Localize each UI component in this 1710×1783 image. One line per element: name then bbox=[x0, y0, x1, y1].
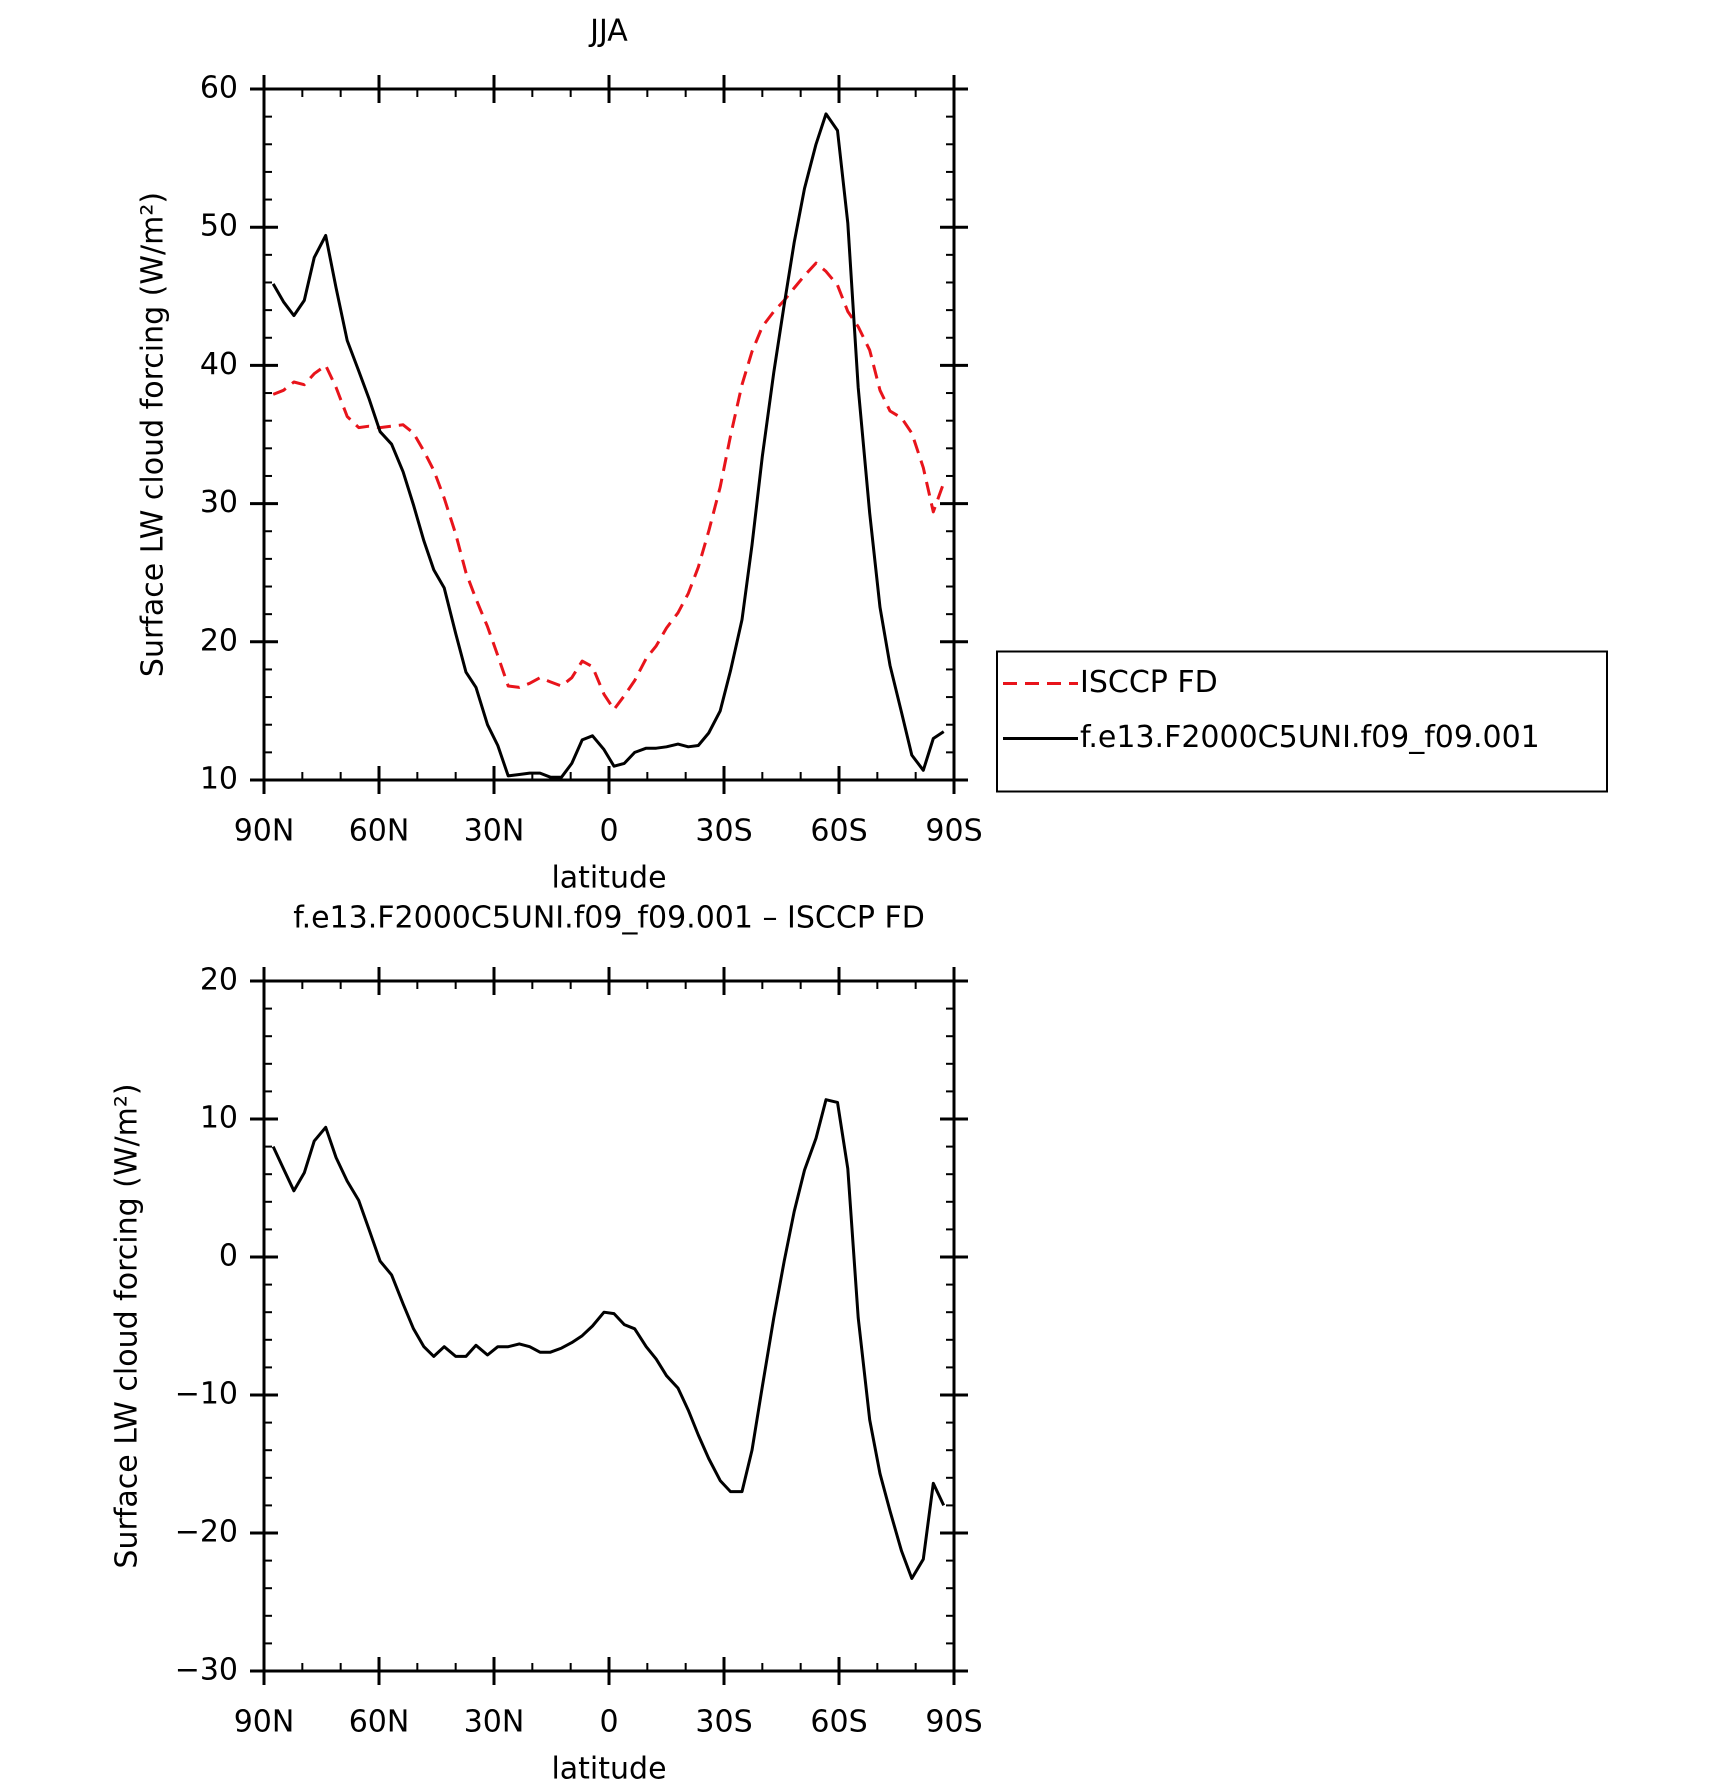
plot-frame bbox=[262, 87, 956, 782]
y-axis-label: Surface LW cloud forcing (W/m²) bbox=[136, 192, 171, 677]
x-tick-label: 90N bbox=[234, 814, 295, 849]
x-tick-label: 30S bbox=[695, 1705, 752, 1740]
y-tick-label: −20 bbox=[175, 1515, 238, 1550]
x-tick-label: 60N bbox=[349, 814, 410, 849]
y-tick-label: 10 bbox=[200, 1101, 238, 1136]
x-tick-label: 90S bbox=[925, 1705, 982, 1740]
x-tick-label: 30S bbox=[695, 814, 752, 849]
y-tick-label: 10 bbox=[200, 762, 238, 797]
x-tick-label: 0 bbox=[599, 814, 618, 849]
y-tick-label: 40 bbox=[200, 347, 238, 382]
line-series bbox=[272, 261, 946, 711]
x-axis-label: latitude bbox=[551, 861, 666, 896]
y-tick-label: 30 bbox=[200, 485, 238, 520]
x-tick-label: 60N bbox=[349, 1705, 410, 1740]
y-tick-label: 20 bbox=[200, 623, 238, 658]
y-tick-label: 60 bbox=[200, 71, 238, 106]
chart-title: JJA bbox=[588, 14, 628, 49]
y-tick-label: 50 bbox=[200, 209, 238, 244]
y-tick-label: 0 bbox=[219, 1239, 238, 1274]
plot-frame bbox=[262, 979, 956, 1673]
chart-title: f.e13.F2000C5UNI.f09_f09.001 – ISCCP FD bbox=[293, 901, 925, 936]
x-tick-label: 30N bbox=[464, 814, 525, 849]
x-tick-label: 90S bbox=[925, 814, 982, 849]
x-tick-label: 60S bbox=[810, 814, 867, 849]
x-tick-label: 0 bbox=[599, 1705, 618, 1740]
x-tick-label: 60S bbox=[810, 1705, 867, 1740]
legend-label: ISCCP FD bbox=[1080, 665, 1218, 700]
line-series bbox=[271, 112, 945, 779]
line-series bbox=[271, 1098, 946, 1580]
legend-box bbox=[996, 650, 1608, 793]
y-tick-label: −10 bbox=[175, 1377, 238, 1412]
x-tick-label: 90N bbox=[234, 1705, 295, 1740]
y-tick-label: −30 bbox=[175, 1653, 238, 1688]
x-axis-label: latitude bbox=[551, 1752, 666, 1783]
y-axis-label: Surface LW cloud forcing (W/m²) bbox=[110, 1083, 145, 1568]
x-tick-label: 30N bbox=[464, 1705, 525, 1740]
y-tick-label: 20 bbox=[200, 963, 238, 998]
legend-label: f.e13.F2000C5UNI.f09_f09.001 bbox=[1080, 720, 1540, 755]
